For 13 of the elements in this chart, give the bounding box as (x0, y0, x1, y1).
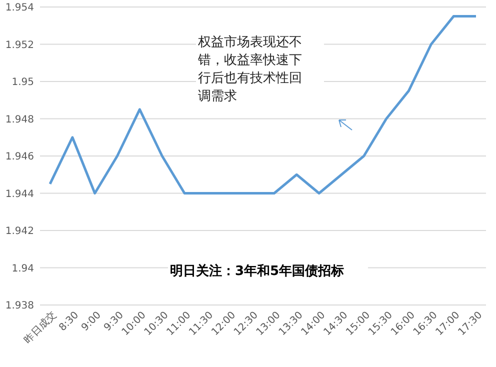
y-tick-label: 1.954 (5, 2, 34, 14)
y-tick-label: 1.946 (5, 152, 34, 162)
y-tick-label: 1.942 (5, 226, 34, 237)
y-tick-label: 1.938 (5, 300, 34, 312)
y-tick-label: 1.952 (5, 40, 34, 51)
x-tick-label: 昨日成交 (22, 309, 59, 346)
annotation: 权益市场表现还不错，收益率快速下行后也有技术性回调需求 (197, 35, 302, 104)
line-series (48, 15, 478, 194)
y-tick-label: 1.95 (12, 77, 34, 88)
y-tick-label: 1.948 (5, 114, 34, 126)
annotation: 明日关注：3年和5年国债招标 (170, 263, 344, 279)
y-tick-label: 1.944 (5, 188, 34, 200)
y-tick-label: 1.94 (12, 263, 34, 274)
